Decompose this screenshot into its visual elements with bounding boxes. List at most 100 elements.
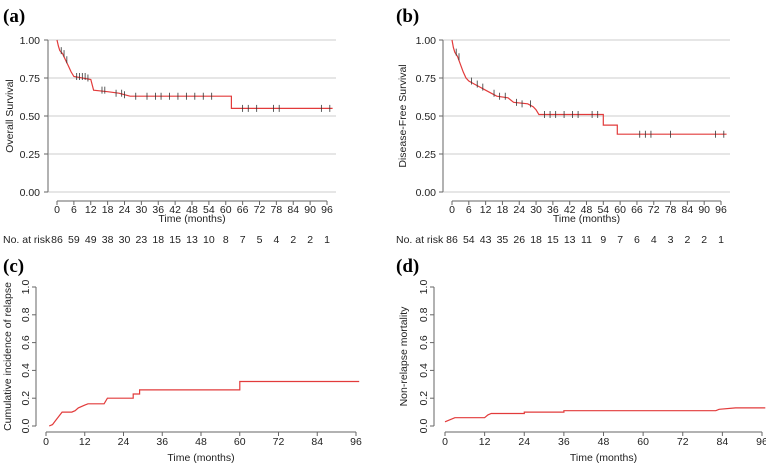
- x-tick-label: 36: [152, 204, 164, 216]
- x-tick-label: 60: [234, 436, 246, 448]
- at-risk-count: 2: [684, 234, 690, 246]
- at-risk-count: 6: [634, 234, 640, 246]
- x-tick-label: 84: [287, 204, 299, 216]
- at-risk-count: 15: [169, 234, 181, 246]
- y-tick-label: 1.0: [20, 280, 32, 295]
- series-line: [48, 380, 360, 427]
- series-line: [451, 39, 727, 135]
- panel-label: (a): [3, 6, 25, 27]
- x-tick-label: 54: [597, 204, 609, 216]
- x-tick-label: 72: [273, 436, 285, 448]
- x-tick-label: 18: [497, 204, 509, 216]
- at-risk-label: No. at risk: [396, 234, 444, 246]
- x-tick-label: 60: [637, 436, 649, 448]
- x-tick-label: 84: [717, 436, 729, 448]
- x-tick-label: 48: [581, 204, 593, 216]
- y-axis-title: Overall Survival: [4, 79, 16, 153]
- series-line: [444, 407, 766, 423]
- x-tick-label: 42: [169, 204, 181, 216]
- x-tick-label: 0: [43, 436, 49, 448]
- y-tick-label: 1.0: [418, 280, 430, 295]
- x-tick-label: 18: [102, 204, 114, 216]
- x-tick-label: 90: [304, 204, 316, 216]
- x-tick-label: 36: [558, 436, 570, 448]
- at-risk-count: 7: [617, 234, 623, 246]
- at-risk-count: 86: [51, 234, 63, 246]
- at-risk-count: 13: [186, 234, 198, 246]
- y-tick-label: 0.4: [418, 363, 430, 378]
- y-tick-label: 1.00: [416, 35, 437, 47]
- at-risk-count: 9: [600, 234, 606, 246]
- x-tick-label: 30: [530, 204, 542, 216]
- x-tick-label: 96: [321, 204, 333, 216]
- x-tick-label: 36: [156, 436, 168, 448]
- at-risk-count: 3: [668, 234, 674, 246]
- x-tick-label: 48: [186, 204, 198, 216]
- x-tick-label: 24: [513, 204, 525, 216]
- y-tick-label: 0.4: [20, 363, 32, 378]
- at-risk-count: 15: [547, 234, 559, 246]
- at-risk-count: 30: [119, 234, 131, 246]
- at-risk-count: 5: [257, 234, 263, 246]
- x-axis-title: Time (months): [158, 213, 225, 225]
- at-risk-count: 4: [273, 234, 279, 246]
- x-tick-label: 72: [648, 204, 660, 216]
- at-risk-count: 23: [136, 234, 148, 246]
- at-risk-count: 35: [497, 234, 509, 246]
- y-axis-title: Disease-Free Survival: [397, 64, 409, 167]
- x-tick-label: 54: [203, 204, 215, 216]
- at-risk-count: 4: [651, 234, 657, 246]
- x-tick-label: 0: [449, 204, 455, 216]
- at-risk-count: 54: [463, 234, 475, 246]
- y-tick-label: 0.25: [416, 149, 437, 161]
- x-tick-label: 60: [220, 204, 232, 216]
- at-risk-count: 2: [701, 234, 707, 246]
- x-tick-label: 30: [136, 204, 148, 216]
- x-tick-label: 42: [564, 204, 576, 216]
- x-tick-label: 96: [350, 436, 362, 448]
- at-risk-count: 18: [530, 234, 542, 246]
- at-risk-count: 11: [581, 234, 592, 246]
- x-tick-label: 84: [682, 204, 694, 216]
- at-risk-count: 38: [102, 234, 114, 246]
- y-tick-label: 0.8: [20, 307, 32, 322]
- x-tick-label: 66: [631, 204, 643, 216]
- panel-label: (d): [396, 256, 419, 277]
- panel-a: (a)0.000.250.500.751.000 6 12 18 24 30 36 42 48 5…: [3, 6, 336, 246]
- x-tick-label: 72: [677, 436, 689, 448]
- x-tick-label: 6: [71, 204, 77, 216]
- y-tick-label: 0.0: [418, 419, 430, 434]
- y-tick-label: 0.2: [418, 391, 430, 406]
- at-risk-count: 2: [307, 234, 313, 246]
- y-axis-title: Non-relapse mortality: [398, 306, 410, 407]
- y-tick-label: 0.00: [20, 187, 41, 199]
- x-tick-label: 60: [614, 204, 626, 216]
- at-risk-count: 26: [513, 234, 525, 246]
- panel-label: (b): [396, 6, 419, 27]
- panel-b: (b)0.000.250.500.751.000 6 12 18 24 30 36 42 48 5…: [396, 6, 730, 246]
- at-risk-count: 49: [85, 234, 97, 246]
- x-tick-label: 66: [237, 204, 249, 216]
- y-tick-label: 0.75: [20, 73, 41, 85]
- x-tick-label: 36: [547, 204, 559, 216]
- y-tick-label: 0.6: [20, 335, 32, 350]
- panel-c: (c) 0.0 0.2 0.4 0.6 0.8 1.0 0 12 24 36 48 60 72 84 96 Ti…: [2, 256, 362, 464]
- y-tick-label: 0.75: [416, 73, 437, 85]
- at-risk-count: 1: [324, 234, 330, 246]
- y-tick-label: 0.50: [20, 111, 41, 123]
- x-tick-label: 48: [195, 436, 207, 448]
- panel-label: (c): [3, 256, 24, 277]
- x-tick-label: 78: [271, 204, 283, 216]
- x-tick-label: 0: [442, 436, 448, 448]
- y-tick-label: 0.0: [20, 419, 32, 434]
- x-axis-title: Time (months): [570, 452, 637, 464]
- y-tick-label: 1.00: [20, 35, 41, 47]
- at-risk-count: 18: [152, 234, 164, 246]
- x-tick-label: 96: [715, 204, 727, 216]
- at-risk-count: 13: [564, 234, 576, 246]
- panel-d: (d) 0.0 0.2 0.4 0.6 0.8 1.0 0 12 24 36 48 60 72 84 96 Ti…: [396, 256, 766, 464]
- y-tick-label: 0.25: [20, 149, 41, 161]
- x-tick-label: 12: [479, 436, 491, 448]
- x-tick-label: 6: [466, 204, 472, 216]
- x-tick-label: 24: [119, 204, 131, 216]
